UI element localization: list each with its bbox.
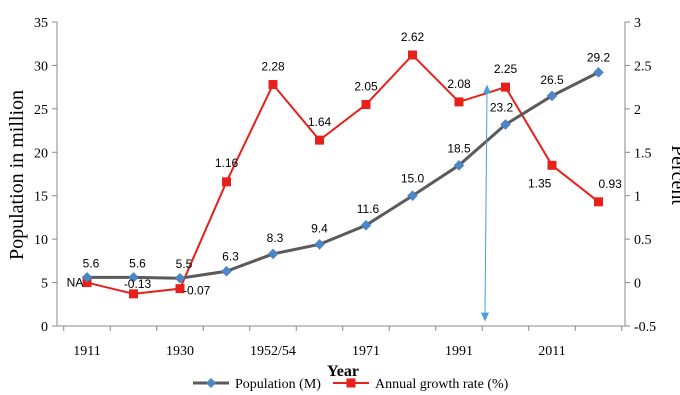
growth-rate-data-label: 2.62	[401, 30, 425, 44]
growth-rate-point	[315, 135, 324, 145]
y-left-tick-label: 15	[34, 190, 48, 205]
legend-population-label: Population (M)	[235, 377, 321, 392]
growth-rate-data-label: 1.64	[308, 115, 332, 129]
population-point	[174, 272, 186, 284]
x-tick-label: 1911	[73, 344, 100, 359]
y-right-tick-label: 1.5	[634, 146, 652, 161]
axes	[56, 22, 626, 327]
y-left-tick-label: 10	[34, 233, 48, 248]
x-tick-label: 1952/54	[250, 344, 296, 359]
growth-rate-line	[86, 53, 600, 295]
y-left-tick-label: 30	[34, 59, 48, 74]
y-left-tick-label: 5	[41, 277, 48, 292]
growth-rate-point	[408, 50, 417, 60]
population-point	[546, 90, 558, 102]
x-axis-title: Year	[327, 363, 359, 380]
growth-rate-point	[361, 100, 371, 110]
population-point	[221, 265, 232, 277]
growth-rate-data-label: 1.16	[215, 156, 239, 170]
x-tick-label: 1991	[445, 344, 473, 359]
population-line	[87, 71, 600, 280]
y-left-tick-label: 35	[34, 16, 48, 31]
growth-rate-point	[175, 284, 185, 294]
population-data-label: 9.4	[311, 221, 328, 235]
population-data-label: 23.2	[490, 100, 514, 114]
annotation-arrow-line	[484, 90, 488, 316]
population-data-label: 5.5	[176, 257, 193, 271]
y-right-tick-label: 2.5	[634, 59, 652, 74]
annotation-layer	[481, 84, 491, 322]
growth-rate-data-label: -0.07	[183, 284, 211, 298]
growth-rate-data-label: 1.35	[528, 176, 552, 190]
growth-rate-point	[222, 177, 231, 187]
y-left-tick-label: 20	[34, 146, 48, 161]
population-data-label: 18.5	[447, 141, 471, 155]
growth-rate-data-label: NA	[67, 276, 84, 290]
annotation-arrow-head-down	[481, 312, 489, 322]
growth-rate-data-label: 2.05	[354, 80, 378, 94]
y-right-tick-label: 2	[634, 103, 641, 118]
y-right-tick-label: 1	[634, 190, 641, 205]
legend-population-marker	[206, 378, 216, 388]
x-tick-label: 2011	[538, 344, 565, 359]
growth-rate-point	[501, 82, 510, 92]
y-left-tick-label: 0	[41, 320, 48, 335]
population-data-label: 11.6	[357, 202, 380, 216]
population-data-label: 5.6	[129, 256, 146, 270]
population-data-label: 26.5	[540, 73, 564, 87]
population-data-label: 6.3	[222, 249, 239, 263]
growth-rate-data-label: 2.28	[261, 60, 285, 74]
annotation-arrow-head-up	[483, 84, 491, 94]
population-point	[360, 219, 372, 231]
series-layer	[81, 50, 604, 299]
legend-growth-label: Annual growth rate (%)	[375, 377, 509, 392]
x-tick-label: 1971	[352, 344, 380, 359]
population-point	[314, 239, 325, 250]
y-right-tick-label: -0.5	[634, 320, 656, 335]
population-point	[81, 272, 93, 283]
legend-growth-marker	[346, 378, 356, 388]
growth-rate-point	[129, 289, 138, 299]
y-axis-right-title: Percent	[667, 145, 680, 205]
growth-rate-data-label: 2.25	[494, 62, 518, 76]
y-right-tick-label: 0.5	[634, 233, 652, 248]
growth-rate-point	[268, 80, 278, 90]
right-axis-ticks: -0.5 0 0.5 1 1.5 2 2.5 3	[625, 16, 656, 335]
x-tick-label: 1930	[166, 344, 194, 359]
legend: Population (M) Annual growth rate (%)	[193, 377, 509, 392]
population-data-label: 5.6	[83, 256, 100, 270]
population-data-label: 29.2	[587, 50, 611, 64]
y-axis-left-title: Population in million	[6, 90, 28, 260]
population-point	[407, 190, 418, 202]
left-axis-ticks: 0 5 10 15 20 25 30 35	[34, 16, 57, 335]
population-point	[128, 272, 139, 283]
population-point	[500, 119, 511, 130]
population-data-label: 15.0	[401, 172, 425, 186]
population-point	[593, 67, 604, 78]
x-axis-ticks: 1911 1930 1952/54 1971 1991 2011	[63, 326, 623, 359]
growth-rate-point	[594, 197, 603, 207]
y-right-tick-label: 3	[634, 16, 641, 31]
y-left-tick-label: 25	[34, 103, 48, 118]
data-labels: 5.6 5.6 5.5 6.3 8.3 9.4 11.6 15.0 18.5 23.2 26.5 29…	[67, 30, 623, 298]
population-point	[267, 248, 279, 260]
growth-rate-data-label: 0.93	[599, 177, 623, 191]
population-data-label: 8.3	[267, 231, 284, 245]
y-right-tick-label: 0	[634, 277, 641, 292]
growth-rate-data-label: -0.13	[124, 277, 152, 291]
growth-rate-data-label: 2.08	[447, 77, 471, 91]
population-point	[453, 159, 465, 171]
growth-rate-point	[547, 160, 557, 170]
growth-rate-point	[454, 97, 464, 107]
